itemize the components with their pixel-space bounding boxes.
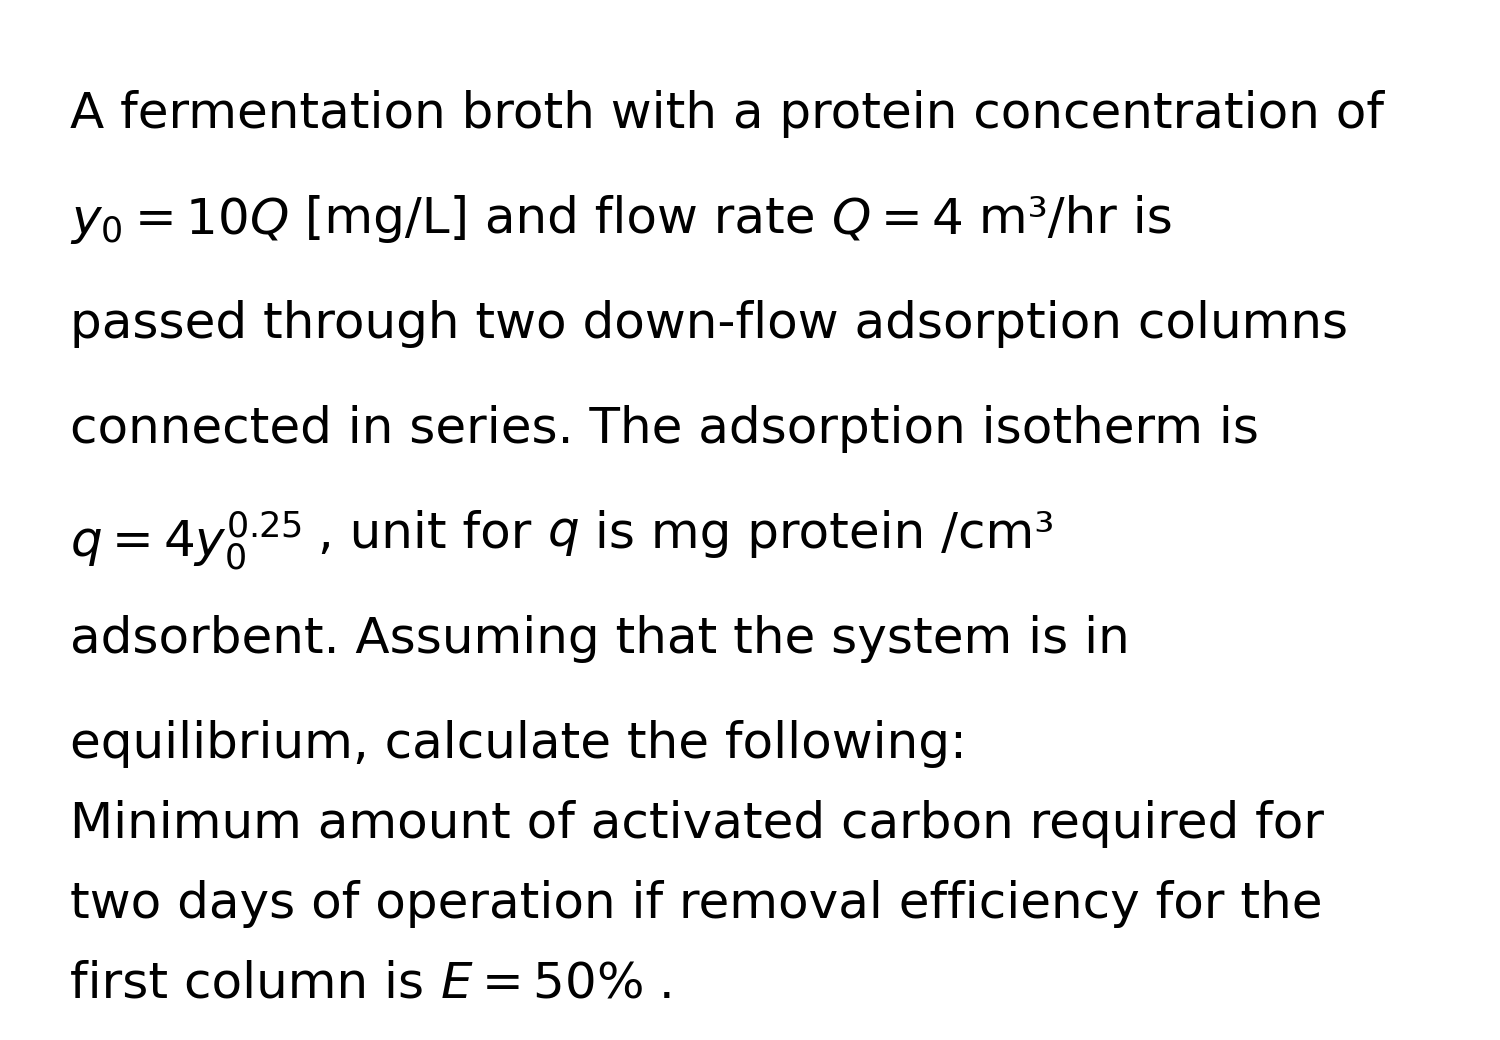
Text: first column is: first column is (70, 960, 440, 1008)
Text: .: . (644, 960, 675, 1008)
Text: adsorbent. Assuming that the system is in: adsorbent. Assuming that the system is i… (70, 615, 1130, 664)
Text: $Q = 4$: $Q = 4$ (831, 196, 963, 243)
Text: Minimum amount of activated carbon required for: Minimum amount of activated carbon requi… (70, 800, 1324, 848)
Text: m³/hr is: m³/hr is (963, 196, 1173, 243)
Text: equilibrium, calculate the following:: equilibrium, calculate the following: (70, 720, 968, 768)
Text: , unit for: , unit for (302, 510, 548, 558)
Text: $E = 50\%$: $E = 50\%$ (440, 960, 644, 1008)
Text: $q = 4y_0^{0.25}$: $q = 4y_0^{0.25}$ (70, 510, 302, 573)
Text: connected in series. The adsorption isotherm is: connected in series. The adsorption isot… (70, 405, 1258, 453)
Text: [mg/L] and flow rate: [mg/L] and flow rate (290, 196, 831, 243)
Text: is mg protein /cm³: is mg protein /cm³ (579, 510, 1054, 558)
Text: passed through two down-flow adsorption columns: passed through two down-flow adsorption … (70, 300, 1348, 348)
Text: $y_0 = 10Q$: $y_0 = 10Q$ (70, 196, 290, 246)
Text: $q$: $q$ (548, 510, 579, 558)
Text: A fermentation broth with a protein concentration of: A fermentation broth with a protein conc… (70, 90, 1384, 138)
Text: two days of operation if removal efficiency for the: two days of operation if removal efficie… (70, 880, 1323, 928)
